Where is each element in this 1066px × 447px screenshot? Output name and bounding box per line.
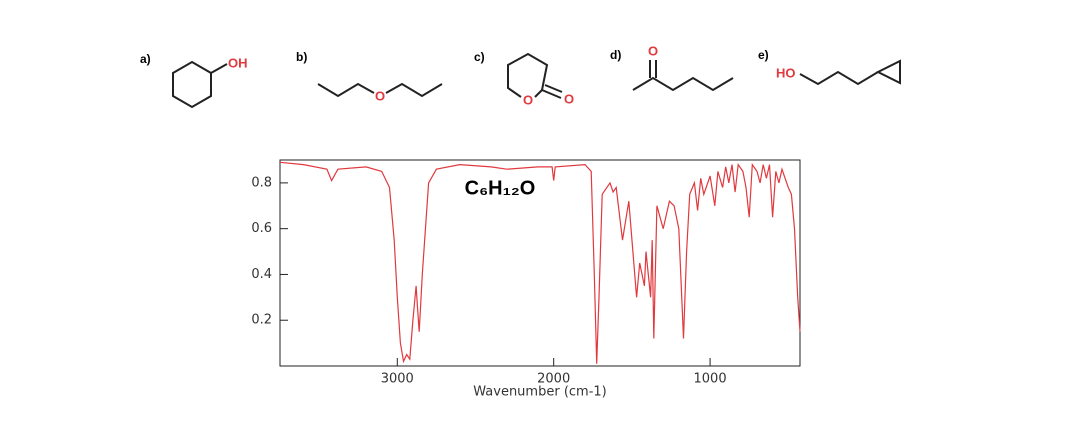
bond — [385, 82, 443, 98]
structure-a: a) OH — [140, 52, 248, 109]
x-axis-label: Wavenumber (cm-1) — [473, 385, 606, 400]
chart-title: C₆H₁₂O — [465, 177, 536, 199]
y-tick-label: 0.6 — [251, 221, 272, 236]
y-tick-label: 0.4 — [251, 267, 272, 282]
structure-label: d) — [610, 48, 621, 62]
structure-label: c) — [474, 50, 485, 64]
bond — [799, 70, 879, 86]
structure-label: b) — [296, 50, 307, 64]
bond — [534, 89, 543, 98]
structure-label: a) — [140, 52, 151, 66]
ring — [875, 59, 901, 85]
structure-d: d) O — [610, 43, 734, 92]
atom-label: O — [648, 43, 658, 58]
bond — [210, 63, 228, 74]
atom-label: O — [564, 91, 574, 106]
atom-label: O — [523, 92, 533, 107]
ring — [507, 52, 549, 98]
y-tick-label: 0.8 — [251, 175, 272, 190]
structure-e: e) HO — [758, 48, 901, 86]
ring — [172, 60, 212, 109]
plot-frame — [279, 159, 801, 367]
y-tick-label: 0.2 — [251, 313, 272, 328]
x-tick-label: 1000 — [694, 372, 727, 387]
atom-label: OH — [228, 55, 248, 70]
structure-c: c) O O — [474, 50, 574, 107]
x-tick-label: 3000 — [381, 372, 414, 387]
structure-label: e) — [758, 48, 769, 62]
spectrum-line — [279, 161, 801, 364]
atom-label: HO — [776, 65, 796, 80]
structure-b: b) O — [296, 50, 443, 103]
atom-label: O — [375, 88, 385, 103]
bond — [632, 76, 734, 92]
bond — [317, 82, 375, 98]
x-tick-label: 2000 — [537, 372, 570, 387]
bond — [541, 89, 562, 99]
bond — [544, 84, 563, 93]
